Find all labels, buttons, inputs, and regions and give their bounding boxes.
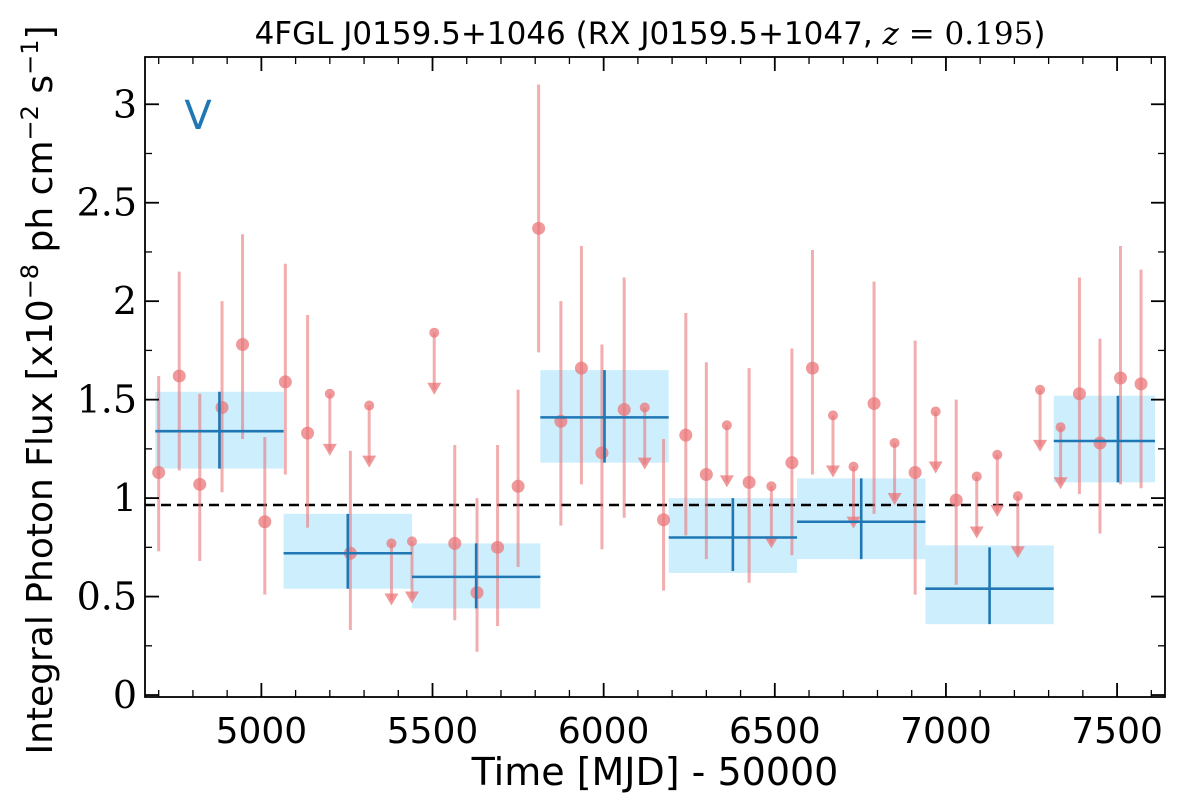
flux-point (785, 456, 799, 470)
upper-limit-arrow (825, 465, 840, 478)
y-tick-label: 3 (113, 82, 137, 126)
y-tick-label: 2.5 (77, 181, 137, 225)
y-axis-label-exponent3: −1 (16, 40, 44, 75)
x-tick-label: 7500 (1071, 711, 1163, 752)
flux-point (511, 479, 525, 493)
flux-point (236, 338, 250, 352)
upper-limit-point (992, 449, 1003, 460)
flux-point (699, 467, 713, 481)
x-tick-label: 6000 (558, 711, 650, 752)
upper-limit-point (848, 461, 859, 472)
upper-limit-point (766, 481, 777, 492)
y-axis-label-exponent: −8 (16, 264, 44, 299)
upper-limit-arrow (427, 382, 442, 395)
upper-limit-point (827, 410, 838, 421)
redshift-symbol: z (882, 16, 900, 52)
upper-limit-point (406, 536, 417, 547)
flux-point (1093, 436, 1107, 450)
x-tick-label: 6500 (729, 711, 821, 752)
upper-limit-point (1055, 422, 1066, 433)
y-tick-label: 0 (113, 673, 137, 717)
y-axis-label-end: ] (20, 25, 61, 39)
flux-point (172, 369, 186, 383)
y-axis-label-seconds: s (20, 75, 61, 105)
upper-limit-arrow (990, 504, 1005, 517)
flux-point (657, 513, 671, 527)
x-tick-label: 5000 (216, 711, 308, 752)
flux-point (805, 361, 819, 375)
flux-point (258, 515, 272, 529)
flux-point (617, 402, 631, 416)
y-axis-label-middle: ph cm (20, 140, 61, 263)
upper-limit-arrow (969, 526, 984, 539)
flux-point (1114, 371, 1128, 385)
upper-limit-arrow (322, 443, 337, 456)
y-tick-label: 1 (113, 476, 137, 520)
chart-title-close: ) (1033, 16, 1045, 52)
y-tick-label: 2 (113, 279, 137, 323)
upper-limit-point (324, 388, 335, 399)
upper-limit-point (1012, 491, 1023, 502)
upper-limit-arrow (1053, 477, 1068, 490)
upper-limit-arrow (764, 536, 779, 549)
flux-point (301, 426, 315, 440)
upper-limit-arrow (1033, 439, 1048, 452)
flux-point (152, 466, 166, 480)
redshift-value: = 0.195 (899, 16, 1033, 52)
upper-limit-point (721, 420, 732, 431)
flux-point (574, 361, 588, 375)
x-tick-label: 5500 (387, 711, 479, 752)
upper-limit-arrow (719, 475, 734, 488)
flux-point (193, 477, 207, 491)
upper-limit-point (386, 538, 397, 549)
upper-limit-arrow (384, 593, 399, 606)
flux-point (491, 540, 505, 554)
upper-limit-point (971, 471, 982, 482)
upper-limit-point (889, 437, 900, 448)
upper-limit-arrow (1010, 546, 1025, 559)
y-tick-label: 0.5 (77, 575, 137, 619)
y-tick-label: 1.5 (77, 378, 137, 422)
upper-limit-arrow (637, 457, 652, 470)
flux-point (1134, 377, 1148, 391)
y-axis-label-exponent2: −2 (16, 105, 44, 140)
upper-limit-point (364, 400, 375, 411)
x-axis-label: Time [MJD] - 50000 (471, 750, 839, 794)
upper-limit-arrow (404, 591, 419, 604)
x-tick-label: 7000 (900, 711, 992, 752)
upper-limit-arrow (928, 461, 943, 474)
upper-limit-arrow (362, 455, 377, 468)
flux-point (595, 446, 609, 460)
chart-title: 4FGL J0159.5+1046 (RX J0159.5+1047, z = … (255, 16, 1046, 52)
upper-limit-point (930, 406, 941, 417)
axis-ticks: 5000 5500 6000 6500 7000 7500 0 0.5 1 1.5 2 2.5 3 (77, 57, 1165, 752)
flux-point (949, 493, 963, 507)
flux-point (278, 375, 292, 389)
upper-limit-point (639, 402, 650, 413)
flux-point (679, 428, 693, 442)
plot-area (145, 84, 1165, 652)
upper-limit-arrow (887, 493, 902, 506)
y-axis-label-prefix: Integral Photon Flux [x10 (20, 299, 61, 754)
flux-point (867, 397, 881, 411)
upper-limit-point (1035, 384, 1046, 395)
plot-frame (144, 56, 1166, 698)
flux-point (448, 536, 462, 550)
chart-title-text: 4FGL J0159.5+1046 (RX J0159.5+1047, (255, 16, 883, 52)
y-axis-label: Integral Photon Flux [x10−8 ph cm−2 s−1] (16, 25, 61, 754)
flux-point (215, 401, 229, 415)
upper-limit-point (429, 327, 440, 338)
flux-point (532, 221, 546, 235)
flux-point (742, 475, 756, 489)
flux-point (908, 466, 922, 480)
variability-flag: V (184, 93, 212, 139)
flux-point (1072, 387, 1086, 401)
